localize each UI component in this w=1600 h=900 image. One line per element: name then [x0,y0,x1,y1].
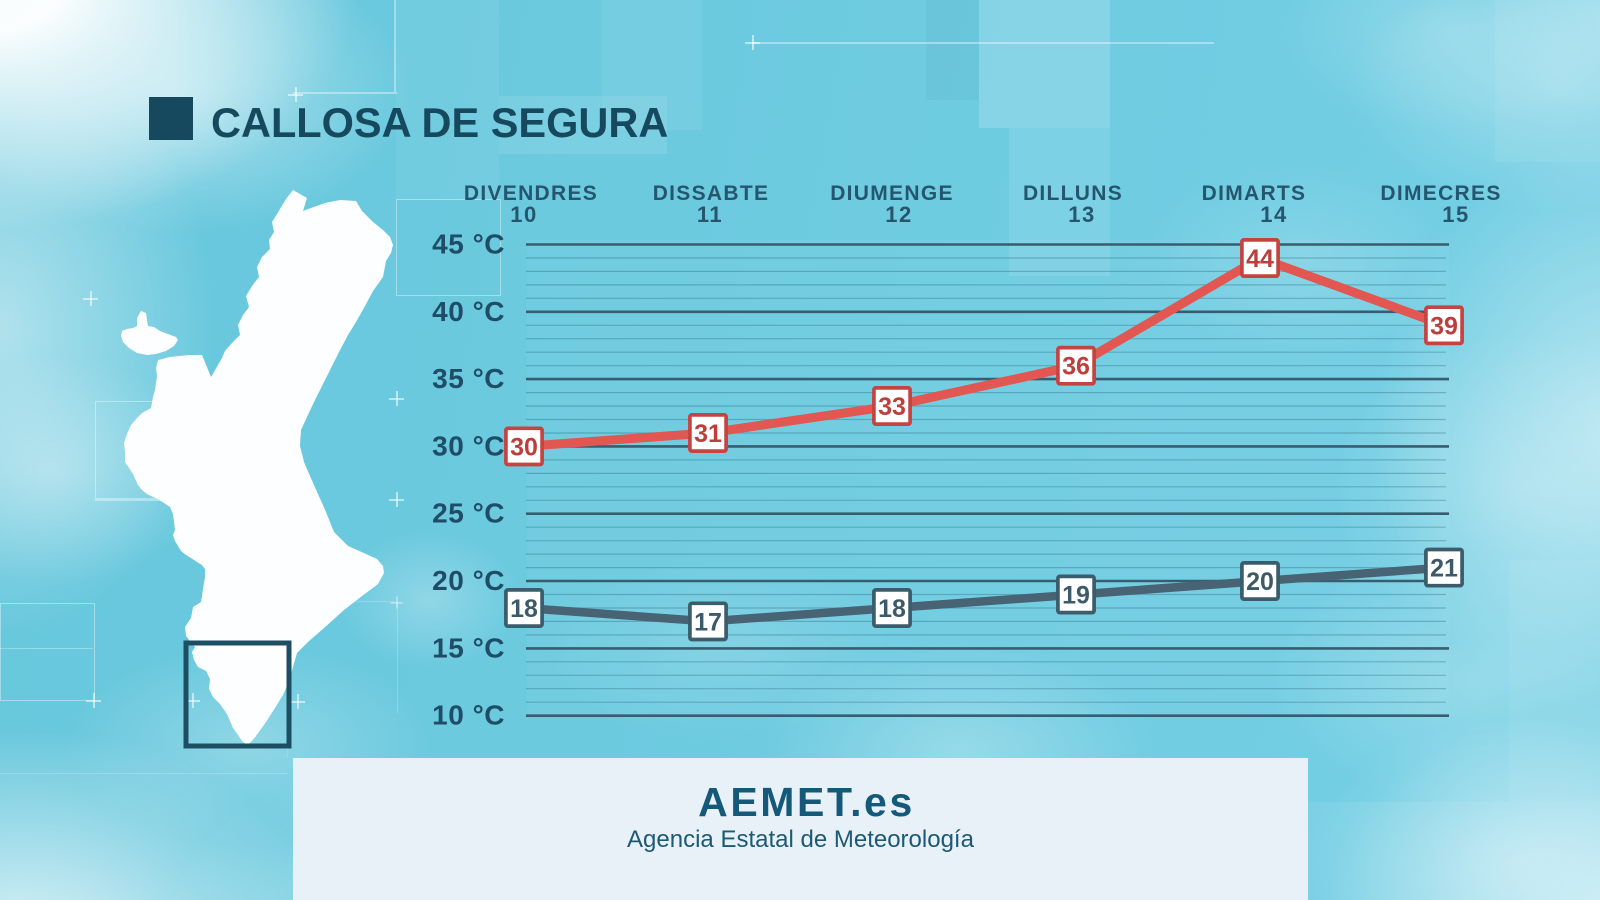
svg-text:25 °C: 25 °C [432,498,505,529]
svg-text:13: 13 [1068,202,1095,227]
svg-text:35 °C: 35 °C [432,363,505,394]
svg-text:15 °C: 15 °C [432,632,505,663]
svg-text:45 °C: 45 °C [432,229,505,260]
svg-text:17: 17 [694,608,722,636]
svg-text:DIMARTS: DIMARTS [1202,182,1307,205]
svg-text:19: 19 [1062,582,1090,610]
svg-text:DIUMENGE: DIUMENGE [830,182,954,205]
svg-text:36: 36 [1062,353,1090,381]
svg-text:14: 14 [1260,202,1287,227]
svg-text:39: 39 [1430,312,1458,340]
svg-text:12: 12 [885,202,912,227]
svg-text:DIMECRES: DIMECRES [1380,182,1501,205]
svg-text:44: 44 [1246,245,1274,273]
svg-text:18: 18 [878,595,906,623]
svg-text:31: 31 [694,420,722,448]
svg-text:15: 15 [1442,202,1469,227]
svg-text:30 °C: 30 °C [432,430,505,461]
svg-text:30: 30 [510,433,538,461]
svg-text:40 °C: 40 °C [432,296,505,327]
svg-text:DISSABTE: DISSABTE [653,182,770,205]
svg-text:11: 11 [697,202,723,227]
svg-text:21: 21 [1430,555,1458,583]
svg-text:DIVENDRES: DIVENDRES [464,182,598,205]
svg-text:10 °C: 10 °C [432,700,505,731]
svg-text:20 °C: 20 °C [432,565,505,596]
svg-text:10: 10 [510,202,537,227]
svg-text:20: 20 [1246,568,1274,596]
svg-text:DILLUNS: DILLUNS [1023,182,1123,205]
svg-text:33: 33 [878,393,906,421]
svg-text:18: 18 [510,595,538,623]
